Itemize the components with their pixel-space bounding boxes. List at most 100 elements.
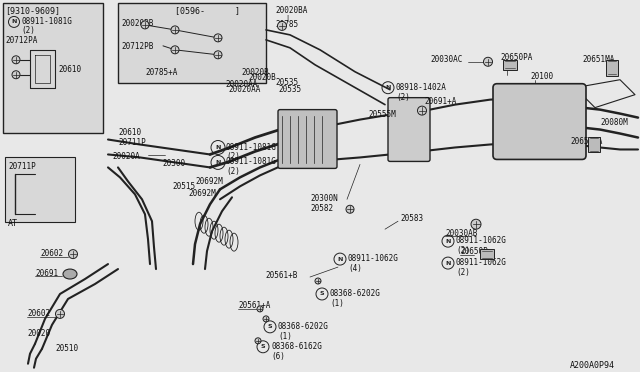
Text: S: S xyxy=(268,324,272,329)
Text: 08911-1081G: 08911-1081G xyxy=(226,142,277,151)
Text: 20691+A: 20691+A xyxy=(424,97,456,106)
Bar xyxy=(480,249,494,259)
Text: [0596-      ]: [0596- ] xyxy=(175,6,240,15)
Text: |: | xyxy=(285,15,289,22)
Text: 08911-1081G: 08911-1081G xyxy=(226,157,277,166)
Text: (6): (6) xyxy=(271,352,285,361)
Text: 20020AA: 20020AA xyxy=(228,85,260,94)
Text: 20020B: 20020B xyxy=(241,68,269,77)
Text: 20515: 20515 xyxy=(172,182,195,191)
Text: N: N xyxy=(215,145,221,150)
Circle shape xyxy=(12,71,20,79)
Text: S: S xyxy=(260,344,266,349)
Text: 20030AC: 20030AC xyxy=(430,55,462,64)
Text: (2): (2) xyxy=(396,93,410,102)
Text: 20650P: 20650P xyxy=(460,247,488,256)
Text: 20712PA: 20712PA xyxy=(5,36,37,45)
Text: [9310-9609]: [9310-9609] xyxy=(5,6,60,15)
FancyBboxPatch shape xyxy=(278,110,337,169)
Text: A200A0P94: A200A0P94 xyxy=(570,361,615,370)
Text: 20602: 20602 xyxy=(40,249,63,258)
Text: N: N xyxy=(215,160,221,165)
Text: 08911-1062G: 08911-1062G xyxy=(456,258,507,267)
Text: 20020BA: 20020BA xyxy=(275,6,307,15)
Text: 20020B: 20020B xyxy=(248,73,276,82)
Circle shape xyxy=(214,34,222,42)
Text: 08911-1081G: 08911-1081G xyxy=(21,17,72,26)
Text: (2): (2) xyxy=(226,167,240,176)
Text: (1): (1) xyxy=(278,332,292,341)
Circle shape xyxy=(12,56,20,64)
FancyBboxPatch shape xyxy=(493,84,586,160)
Text: 20555M: 20555M xyxy=(368,110,396,119)
FancyBboxPatch shape xyxy=(3,3,103,132)
Text: 20020A: 20020A xyxy=(112,153,140,161)
Text: 20020AA: 20020AA xyxy=(225,80,257,89)
Text: 20080M: 20080M xyxy=(600,118,628,126)
Circle shape xyxy=(257,306,263,312)
Text: 20650PA: 20650PA xyxy=(500,53,532,62)
Bar xyxy=(503,60,517,70)
FancyBboxPatch shape xyxy=(118,3,266,83)
Circle shape xyxy=(171,46,179,54)
Text: (1): (1) xyxy=(330,299,344,308)
Text: 20651MA: 20651MA xyxy=(582,55,614,64)
Text: 08911-1062G: 08911-1062G xyxy=(456,236,507,245)
Circle shape xyxy=(278,22,287,31)
Circle shape xyxy=(56,310,65,318)
Text: N: N xyxy=(445,260,451,266)
Text: 20510: 20510 xyxy=(55,344,78,353)
Text: 20582: 20582 xyxy=(310,204,333,213)
Text: (2): (2) xyxy=(226,153,240,161)
Text: N: N xyxy=(337,257,342,262)
Text: 20691: 20691 xyxy=(35,269,58,278)
Text: N: N xyxy=(445,239,451,244)
Text: 20100: 20100 xyxy=(530,72,553,81)
Circle shape xyxy=(315,278,321,284)
Circle shape xyxy=(263,316,269,322)
Text: 20785: 20785 xyxy=(275,20,298,29)
Text: 20610: 20610 xyxy=(118,128,141,137)
Text: 08368-6162G: 08368-6162G xyxy=(271,342,322,351)
Circle shape xyxy=(214,51,222,59)
Text: 08368-6202G: 08368-6202G xyxy=(278,322,329,331)
FancyBboxPatch shape xyxy=(388,98,430,161)
Text: 20651MA: 20651MA xyxy=(570,137,602,145)
Text: 20711P: 20711P xyxy=(118,138,146,147)
Ellipse shape xyxy=(63,269,77,279)
Text: 08911-1062G: 08911-1062G xyxy=(348,254,399,263)
Text: 20300N: 20300N xyxy=(310,194,338,203)
Circle shape xyxy=(483,57,493,66)
Text: 20535: 20535 xyxy=(278,85,301,94)
Text: 20561+B: 20561+B xyxy=(265,271,298,280)
Text: 20300: 20300 xyxy=(162,160,185,169)
Text: (4): (4) xyxy=(348,264,362,273)
Text: N: N xyxy=(12,19,17,25)
Text: (2): (2) xyxy=(456,268,470,277)
Text: 20610: 20610 xyxy=(58,65,81,74)
Text: S: S xyxy=(320,292,324,296)
Circle shape xyxy=(141,21,149,29)
Circle shape xyxy=(255,338,261,344)
Text: 08918-1402A: 08918-1402A xyxy=(396,83,447,92)
Circle shape xyxy=(68,250,77,259)
Text: 20020BB: 20020BB xyxy=(121,19,154,28)
Text: 20583: 20583 xyxy=(400,214,423,223)
Text: 08368-6202G: 08368-6202G xyxy=(330,289,381,298)
Circle shape xyxy=(471,219,481,229)
Bar xyxy=(588,137,600,153)
Text: 20785+A: 20785+A xyxy=(145,68,177,77)
Text: 20711P: 20711P xyxy=(8,163,36,171)
Circle shape xyxy=(417,106,426,115)
Text: 20020: 20020 xyxy=(27,329,50,338)
Text: (2): (2) xyxy=(456,246,470,255)
Text: N: N xyxy=(385,85,390,90)
Circle shape xyxy=(171,26,179,34)
Circle shape xyxy=(346,205,354,213)
Text: 20692M: 20692M xyxy=(188,189,216,198)
Text: 20030AB: 20030AB xyxy=(445,229,477,238)
Text: AT: AT xyxy=(8,219,18,228)
Text: 20712PB: 20712PB xyxy=(121,42,154,51)
Text: 20535: 20535 xyxy=(275,78,298,87)
Text: (2): (2) xyxy=(21,26,35,35)
